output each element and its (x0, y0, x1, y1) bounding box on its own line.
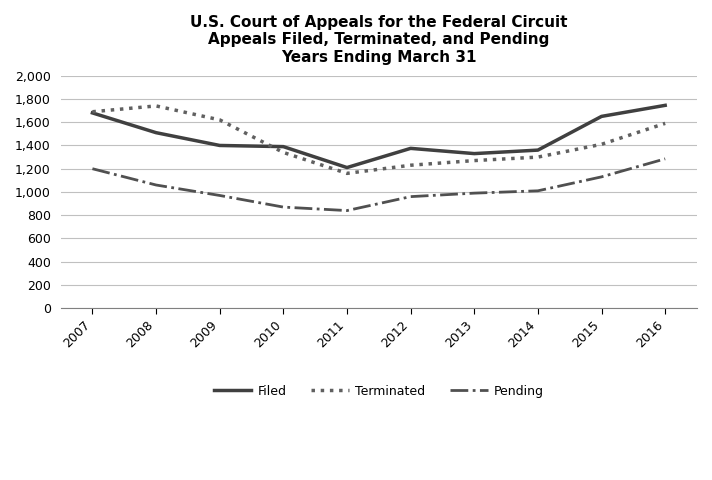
Terminated (216, 117, 224, 123)
Filed (597, 113, 606, 119)
Filed (342, 165, 351, 170)
Filed (152, 130, 160, 135)
Terminated (470, 158, 478, 164)
Filed (216, 143, 224, 148)
Pending (470, 190, 478, 196)
Terminated (661, 120, 669, 126)
Terminated (88, 109, 97, 115)
Title: U.S. Court of Appeals for the Federal Circuit
Appeals Filed, Terminated, and Pen: U.S. Court of Appeals for the Federal Ci… (190, 15, 567, 65)
Terminated (597, 142, 606, 147)
Terminated (407, 162, 415, 168)
Legend: Filed, Terminated, Pending: Filed, Terminated, Pending (209, 380, 549, 403)
Filed (533, 147, 542, 153)
Line: Filed: Filed (93, 105, 665, 168)
Pending (661, 156, 669, 162)
Pending (407, 194, 415, 200)
Filed (279, 144, 288, 149)
Filed (88, 110, 97, 116)
Pending (597, 174, 606, 180)
Pending (533, 188, 542, 194)
Terminated (152, 103, 160, 109)
Pending (152, 182, 160, 188)
Terminated (342, 170, 351, 176)
Line: Pending: Pending (93, 159, 665, 211)
Pending (88, 166, 97, 171)
Pending (279, 204, 288, 210)
Terminated (533, 154, 542, 160)
Terminated (279, 150, 288, 156)
Filed (407, 145, 415, 151)
Filed (470, 151, 478, 156)
Filed (661, 102, 669, 108)
Pending (216, 192, 224, 198)
Pending (342, 208, 351, 214)
Line: Terminated: Terminated (93, 106, 665, 173)
